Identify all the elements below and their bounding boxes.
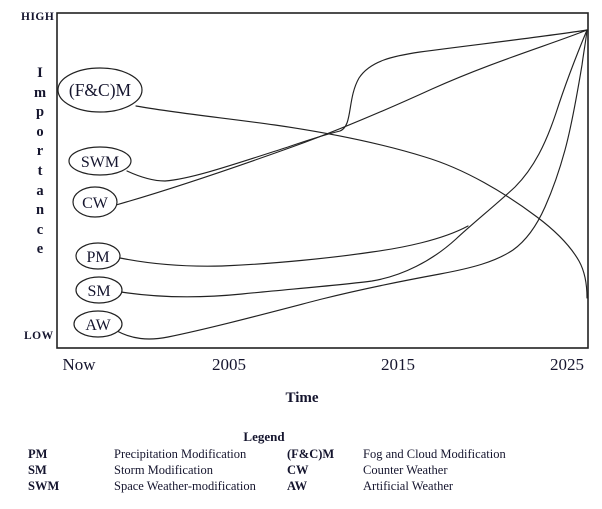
- legend-abbr-fcm: (F&C)M: [287, 447, 335, 461]
- oval-label-aw: AW: [85, 317, 111, 334]
- legend-row: SWM Space Weather-modification AW Artifi…: [0, 479, 602, 495]
- y-axis-letter: n: [35, 202, 45, 219]
- y-axis-letter: e: [36, 241, 44, 258]
- y-axis-letter: r: [36, 143, 44, 160]
- y-axis-letter: m: [33, 84, 47, 101]
- oval-swm: [68, 146, 132, 176]
- oval-sm: [75, 276, 123, 304]
- legend-desc-aw: Artificial Weather: [363, 479, 454, 493]
- curve-cw: [115, 29, 588, 206]
- oval-label-fcm: (F&C)M: [69, 80, 132, 100]
- curve-pm: [119, 225, 469, 267]
- x-axis-title: Time: [285, 390, 319, 406]
- y-axis-high-label: HIGH: [21, 11, 55, 23]
- oval-texts-group: (F&C)M SWM CW PM SM AW: [69, 80, 132, 334]
- legend-row: SM Storm Modification CW Counter Weather: [0, 463, 602, 479]
- curve-aw: [116, 29, 588, 340]
- x-tick-now: Now: [62, 355, 96, 374]
- legend-desc-swm: Space Weather-modification: [114, 479, 256, 493]
- curve-sm: [120, 29, 588, 298]
- oval-fcm: [57, 67, 143, 113]
- legend-desc-sm: Storm Modification: [114, 463, 213, 477]
- y-axis-letter: I: [37, 65, 43, 81]
- plot-border: [56, 12, 589, 349]
- legend-desc-cw: Counter Weather: [363, 463, 448, 477]
- x-tick-2005: 2005: [212, 355, 246, 374]
- x-tick-2025: 2025: [550, 355, 584, 374]
- oval-aw: [73, 310, 123, 338]
- y-axis-letter: p: [35, 104, 45, 121]
- oval-label-pm: PM: [86, 249, 109, 266]
- legend-desc-fcm: Fog and Cloud Modification: [363, 447, 506, 461]
- curve-fcm: [135, 105, 588, 299]
- importance-time-chart: (F&C)M SWM CW PM SM AW: [56, 12, 589, 349]
- legend-desc-pm: Precipitation Modification: [114, 447, 247, 461]
- legend-abbr-sm: SM: [28, 463, 47, 477]
- legend-abbr-aw: AW: [287, 479, 308, 493]
- legend-abbr-pm: PM: [28, 447, 48, 461]
- oval-pm: [75, 242, 121, 270]
- oval-labels-group: [57, 67, 143, 338]
- legend-row: PM Precipitation Modification (F&C)M Fog…: [0, 447, 602, 463]
- y-axis-letter: a: [36, 182, 44, 199]
- legend-title: Legend: [243, 429, 285, 444]
- x-tick-2015: 2015: [381, 355, 415, 374]
- curves-group: [115, 29, 588, 340]
- oval-cw: [72, 186, 118, 218]
- y-axis-letter: o: [36, 123, 44, 140]
- y-axis-letter: c: [36, 221, 44, 238]
- oval-label-cw: CW: [82, 195, 109, 212]
- y-axis-letter: t: [37, 162, 43, 179]
- curve-swm: [126, 29, 588, 182]
- legend-abbr-cw: CW: [287, 463, 309, 477]
- oval-label-swm: SWM: [81, 154, 119, 171]
- y-axis-low-label: LOW: [24, 330, 54, 342]
- legend-abbr-swm: SWM: [28, 479, 60, 493]
- y-axis-title: I m p o r t a n c e: [31, 64, 49, 260]
- oval-label-sm: SM: [87, 283, 110, 300]
